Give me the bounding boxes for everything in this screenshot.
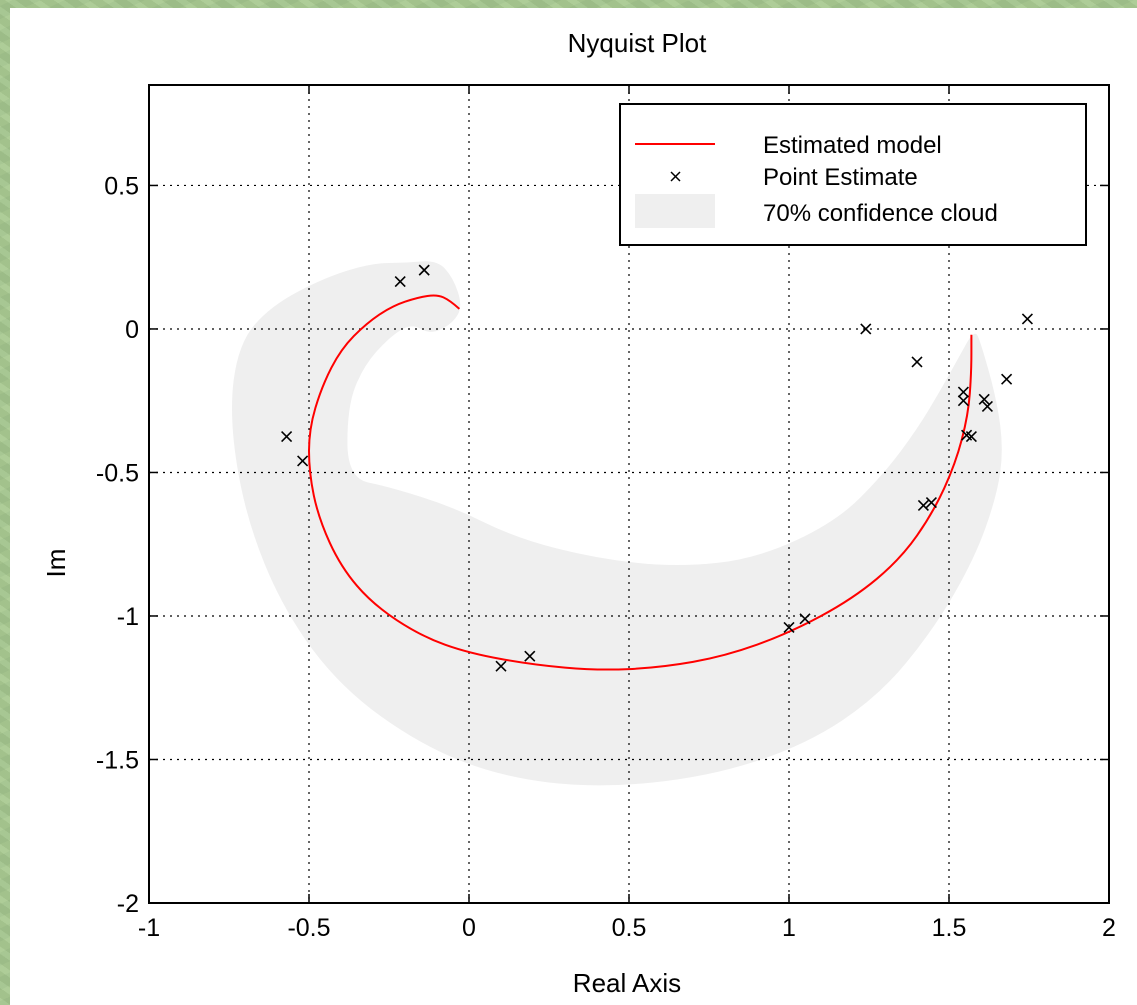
legend-label-model: Estimated model (763, 132, 942, 159)
point-estimate-marker (394, 276, 406, 288)
x-tick-label: 1.5 (932, 914, 967, 942)
point-estimate-marker (957, 386, 969, 398)
chart-title: Nyquist Plot (568, 28, 707, 58)
tick-label-layer: -1 -0.5 0 0.5 1 1.5 2 -2 -1.5 -1 -0.5 0 0.5 (96, 172, 1116, 942)
point-estimate-marker (418, 264, 430, 276)
point-estimate-marker (860, 323, 872, 335)
x-tick-label: 2 (1102, 914, 1116, 942)
point-estimate-marker (911, 356, 923, 368)
legend: Estimated model Point Estimate 70% confi… (619, 103, 1087, 246)
x-tick-label: 1 (782, 914, 796, 942)
y-axis-label: Im (41, 549, 71, 578)
point-estimate-marker (524, 650, 536, 662)
x-axis-label: Real Axis (573, 968, 681, 998)
point-estimate-marker (799, 613, 811, 625)
model-curve-layer (307, 294, 973, 671)
point-estimate-marker (495, 660, 507, 672)
y-tick-label: -0.5 (96, 459, 139, 487)
point-estimate-layer (281, 264, 1033, 672)
legend-marker-swatch (670, 171, 681, 182)
y-tick-label: -2 (117, 890, 139, 918)
legend-cloud-swatch (635, 194, 715, 228)
point-estimate-marker (297, 455, 309, 467)
x-tick-label: -0.5 (287, 914, 330, 942)
confidence-cloud-layer (232, 261, 1002, 786)
point-estimate-marker (1021, 313, 1033, 325)
y-tick-label: 0.5 (104, 172, 139, 200)
point-estimate-marker (281, 431, 293, 443)
point-estimate-marker (925, 497, 937, 509)
point-estimate-marker (965, 431, 977, 443)
point-estimate-marker (1001, 373, 1013, 385)
legend-label-points: Point Estimate (763, 164, 918, 191)
confidence-cloud (232, 261, 1002, 786)
y-tick-label: 0 (125, 316, 139, 344)
estimated-model-curve (307, 294, 973, 671)
point-estimate-marker (978, 393, 990, 405)
point-estimate-marker (981, 400, 993, 413)
x-tick-label: 0.5 (612, 914, 647, 942)
legend-label-cloud: 70% confidence cloud (763, 200, 998, 227)
y-tick-label: -1.5 (96, 746, 139, 774)
axes-layer (148, 84, 1110, 904)
x-tick-label: 0 (462, 914, 476, 942)
y-tick-label: -1 (117, 603, 139, 631)
point-estimate-marker (917, 499, 929, 512)
x-tick-label: -1 (138, 914, 160, 942)
point-estimate-marker (783, 621, 795, 634)
point-estimate-marker (957, 395, 969, 407)
